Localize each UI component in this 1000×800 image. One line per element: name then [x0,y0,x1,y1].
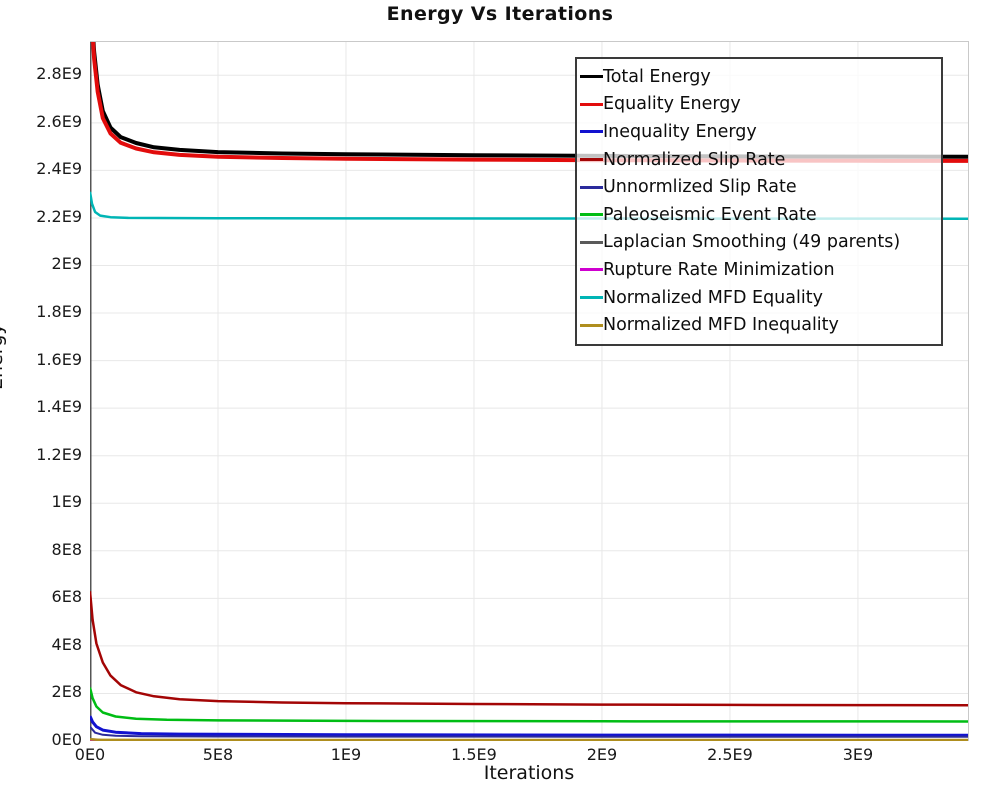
legend-item-label: Rupture Rate Minimization [603,259,835,280]
x-tick-label: 5E8 [202,745,234,764]
legend-swatch-line [580,296,603,300]
y-tick-label: 2E9 [51,254,82,274]
legend-swatch-line [580,158,603,162]
legend-swatch-line [580,130,603,134]
y-tick-label: 1.6E9 [36,349,82,369]
series-line-normalized-mfd-inequality [90,738,968,741]
y-tick-label: 1.2E9 [36,444,82,464]
y-tick-label: 6E8 [51,587,82,607]
series-line-normalized-mfd-equality [90,191,968,220]
chart-title: Energy Vs Iterations [386,3,614,25]
x-tick-label: 1.5E9 [451,745,497,764]
y-tick-label: 2.2E9 [36,206,82,226]
legend-item-label: Normalized MFD Inequality [603,315,839,336]
series-line-inequality-energy [90,715,968,737]
legend-swatch-line [580,75,603,79]
y-tick-label: 2.4E9 [36,159,82,179]
legend-item-label: Equality Energy [603,94,741,115]
legend-item-label: Normalized MFD Equality [603,287,823,308]
legend-item: Laplacian Smoothing (49 parents) [580,229,937,257]
y-tick-label: 1.8E9 [36,302,82,322]
legend-item: Inequality Energy [580,118,937,146]
legend-item-label: Unnormlized Slip Rate [603,177,797,198]
series-line-paleoseismic-event-rate [90,687,968,723]
legend-swatch-line [580,213,603,217]
legend-item: Normalized MFD Equality [580,284,937,312]
x-tick-label: 3E9 [842,745,874,764]
series-line-normalized-slip-rate [90,591,968,707]
x-tick-label: 0E0 [74,745,106,764]
legend-swatch-line [580,323,603,327]
x-tick-label: 2.5E9 [707,745,753,764]
y-tick-label: 4E8 [51,634,82,654]
legend-item: Normalized MFD Inequality [580,311,937,339]
series-line-unnormlized-slip-rate [90,726,968,738]
legend-item-label: Laplacian Smoothing (49 parents) [603,232,901,253]
legend-item-label: Total Energy [603,66,711,87]
x-tick-label: 2E9 [586,745,618,764]
legend-item-label: Paleoseismic Event Rate [603,204,817,225]
x-tick-label: 1E9 [330,745,362,764]
legend-swatch-line [580,185,603,189]
legend-item-label: Inequality Energy [603,121,757,142]
y-tick-label: 1E9 [51,492,82,512]
legend-item: Equality Energy [580,91,937,119]
legend-item: Paleoseismic Event Rate [580,201,937,229]
y-tick-label: 2.8E9 [36,64,82,84]
legend-item: Unnormlized Slip Rate [580,173,937,201]
legend-box: Total Energy Equality Energy Inequality En… [575,57,943,346]
legend-item: Total Energy [580,63,937,91]
y-tick-label: 1.4E9 [36,397,82,417]
legend-swatch-line [580,268,603,272]
legend-swatch-line [580,240,603,244]
legend-item: Rupture Rate Minimization [580,256,937,284]
x-axis-label: Iterations [483,762,575,784]
y-tick-label: 8E8 [51,539,82,559]
legend-swatch-line [580,102,603,106]
y-tick-label: 0E0 [51,730,82,749]
legend-item: Normalized Slip Rate [580,146,937,174]
legend-item-label: Normalized Slip Rate [603,149,786,170]
y-tick-label: 2E8 [51,682,82,702]
y-tick-label: 2.6E9 [36,111,82,131]
